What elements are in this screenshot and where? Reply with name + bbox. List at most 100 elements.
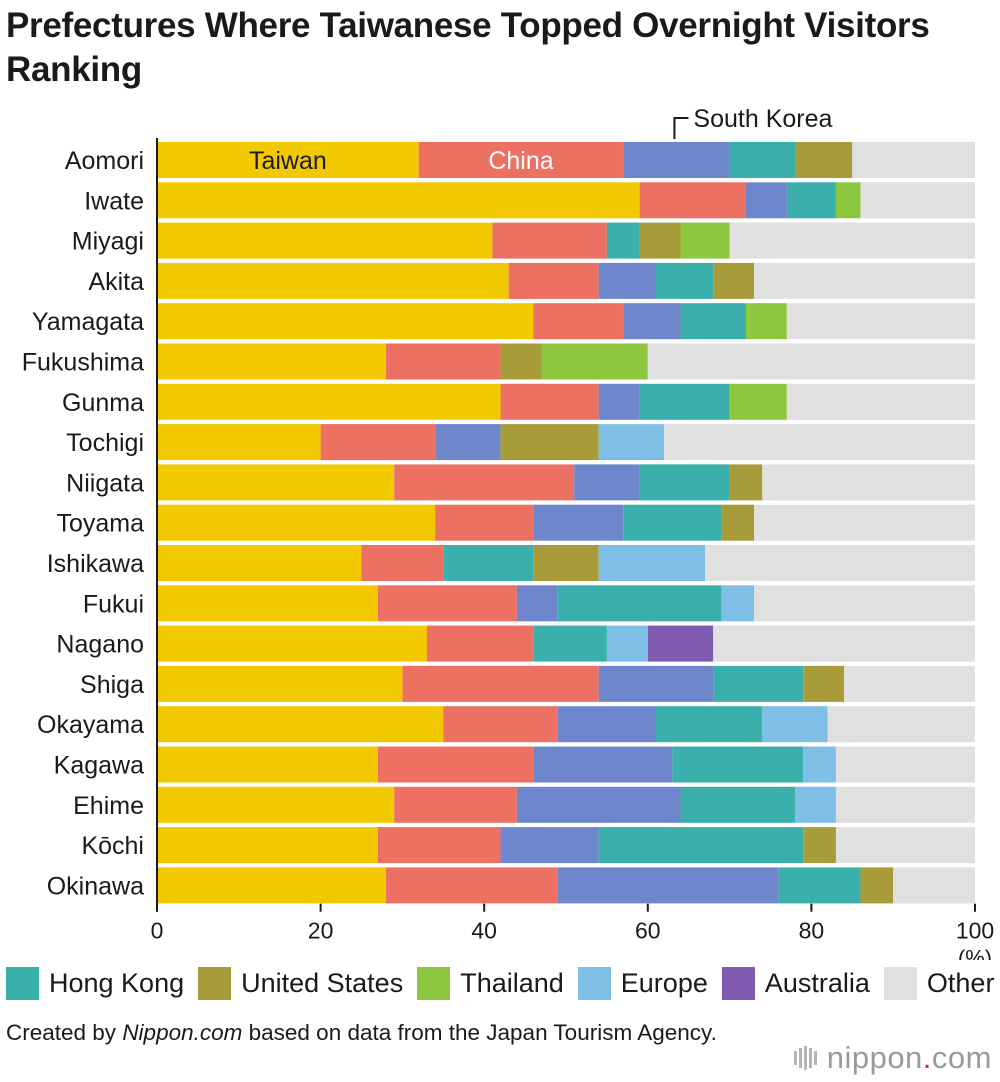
nippon-logo: nippon. com [793, 1040, 992, 1076]
bar-kagawa-europe [803, 746, 836, 783]
bar-gunma-other [786, 383, 975, 420]
bar-gunma-hong-kong [639, 383, 730, 420]
bar-toyama-other [754, 504, 975, 541]
bar-ishikawa-china [361, 545, 444, 581]
bar-okayama-europe [762, 706, 828, 743]
bar-iwate-hong-kong [786, 182, 836, 219]
inline-series-labels: Taiwan China South Korea [249, 105, 833, 175]
x-tick-label: 80 [799, 918, 825, 944]
category-label: Kōchi [81, 832, 144, 860]
bar-ishikawa-united-states [533, 545, 599, 581]
bar-nagano-hong-kong [533, 625, 607, 662]
bar-fukushima-other [647, 343, 975, 380]
legend-label: Europe [620, 967, 708, 998]
bar-ehime-china [394, 786, 517, 823]
bar-iwate-taiwan [157, 182, 640, 219]
bar-aomori-hong-kong [729, 142, 796, 178]
category-label: Ishikawa [47, 550, 144, 578]
bar-nagano-taiwan [157, 625, 427, 662]
x-tick-label: 60 [635, 918, 661, 944]
bar-k-chi-united-states [803, 827, 836, 864]
bar-ehime-europe [795, 786, 836, 823]
bar-niigata-other [762, 464, 975, 501]
inline-label-china: China [488, 147, 553, 175]
legend-item-europe: Europe [577, 966, 708, 1000]
bar-k-chi-hong-kong [598, 827, 804, 864]
legend-label: Hong Kong [49, 967, 185, 998]
bar-fukui-other [754, 585, 975, 622]
logo-mark-icon [793, 1046, 817, 1070]
bar-akita-united-states [713, 262, 755, 299]
bar-aomori-united-states [795, 142, 853, 178]
bar-shiga-taiwan [157, 665, 403, 702]
chart-title: Prefectures Where Taiwanese Topped Overn… [6, 6, 930, 89]
bar-okinawa-taiwan [157, 867, 387, 904]
bar-kagawa-south-korea [533, 746, 673, 783]
bar-niigata-hong-kong [639, 464, 730, 501]
x-unit-label: (%) [958, 946, 992, 960]
bar-akita-taiwan [157, 262, 509, 299]
category-label: Akita [88, 268, 144, 296]
bar-niigata-united-states [729, 464, 763, 501]
bar-ishikawa-hong-kong [443, 545, 534, 581]
category-label: Shiga [80, 671, 144, 699]
bar-miyagi-united-states [639, 222, 681, 259]
bar-gunma-thailand [729, 383, 787, 420]
legend-swatch [721, 966, 755, 1000]
category-label: Nagano [56, 631, 144, 659]
bar-okinawa-china [386, 867, 558, 904]
bar-tochigi-china [320, 424, 436, 461]
bar-k-chi-other [835, 827, 975, 864]
category-label: Miyagi [72, 228, 144, 256]
category-label: Aomori [65, 147, 144, 175]
category-label: Kagawa [54, 752, 144, 780]
bar-fukui-europe [721, 585, 755, 622]
bar-iwate-china [639, 182, 746, 219]
legend-label: Australia [764, 967, 870, 998]
bar-okayama-other [827, 706, 975, 743]
bar-miyagi-thailand [680, 222, 730, 259]
source-prefix: Created by [6, 1020, 123, 1045]
bar-ehime-hong-kong [680, 786, 796, 823]
legend-item-hong-kong: Hong Kong [6, 966, 185, 1000]
bar-kagawa-china [377, 746, 534, 783]
bar-yamagata-taiwan [157, 303, 534, 340]
legend-item-other: Other [883, 966, 995, 1000]
bar-tochigi-united-states [500, 424, 599, 461]
bar-ehime-south-korea [516, 786, 681, 823]
source-note: Created by Nippon.com based on data from… [6, 1018, 726, 1048]
bar-fukui-taiwan [157, 585, 378, 622]
category-label: Toyama [56, 510, 144, 538]
bar-kagawa-taiwan [157, 746, 378, 783]
bar-okayama-taiwan [157, 706, 444, 743]
bar-gunma-south-korea [598, 383, 640, 420]
bar-fukui-south-korea [516, 585, 558, 622]
bar-tochigi-other [664, 424, 975, 461]
legend-swatch [6, 966, 39, 1000]
bar-toyama-taiwan [157, 504, 436, 541]
bar-iwate-other [860, 182, 975, 219]
category-label: Iwate [84, 187, 144, 215]
bar-ishikawa-other [705, 545, 975, 581]
category-label: Fukushima [22, 349, 144, 377]
bar-toyama-united-states [721, 504, 755, 541]
legend-label: Other [926, 967, 995, 998]
category-labels: Aomori Iwate Miyagi Akita Yamagata Fukushima G… [22, 147, 144, 900]
category-label: Tochigi [66, 429, 144, 457]
bar-kagawa-hong-kong [672, 746, 804, 783]
bar-miyagi-hong-kong [606, 222, 640, 259]
bar-yamagata-thailand [745, 303, 787, 340]
bar-shiga-hong-kong [713, 665, 804, 702]
bar-nagano-china [426, 625, 534, 662]
bar-akita-hong-kong [655, 262, 714, 299]
bar-okayama-south-korea [557, 706, 656, 743]
bar-miyagi-other [729, 222, 975, 259]
inline-label-taiwan: Taiwan [249, 147, 327, 175]
source-suffix: based on data from the Japan Tourism Age… [242, 1020, 717, 1045]
bar-k-chi-taiwan [157, 827, 378, 864]
bar-yamagata-south-korea [623, 303, 681, 340]
bar-fukushima-taiwan [157, 343, 387, 380]
legend: Hong Kong United States Thailand Europe Aust… [6, 963, 1000, 1003]
bar-nagano-australia [647, 625, 714, 662]
source-site: Nippon.com [122, 1020, 243, 1045]
